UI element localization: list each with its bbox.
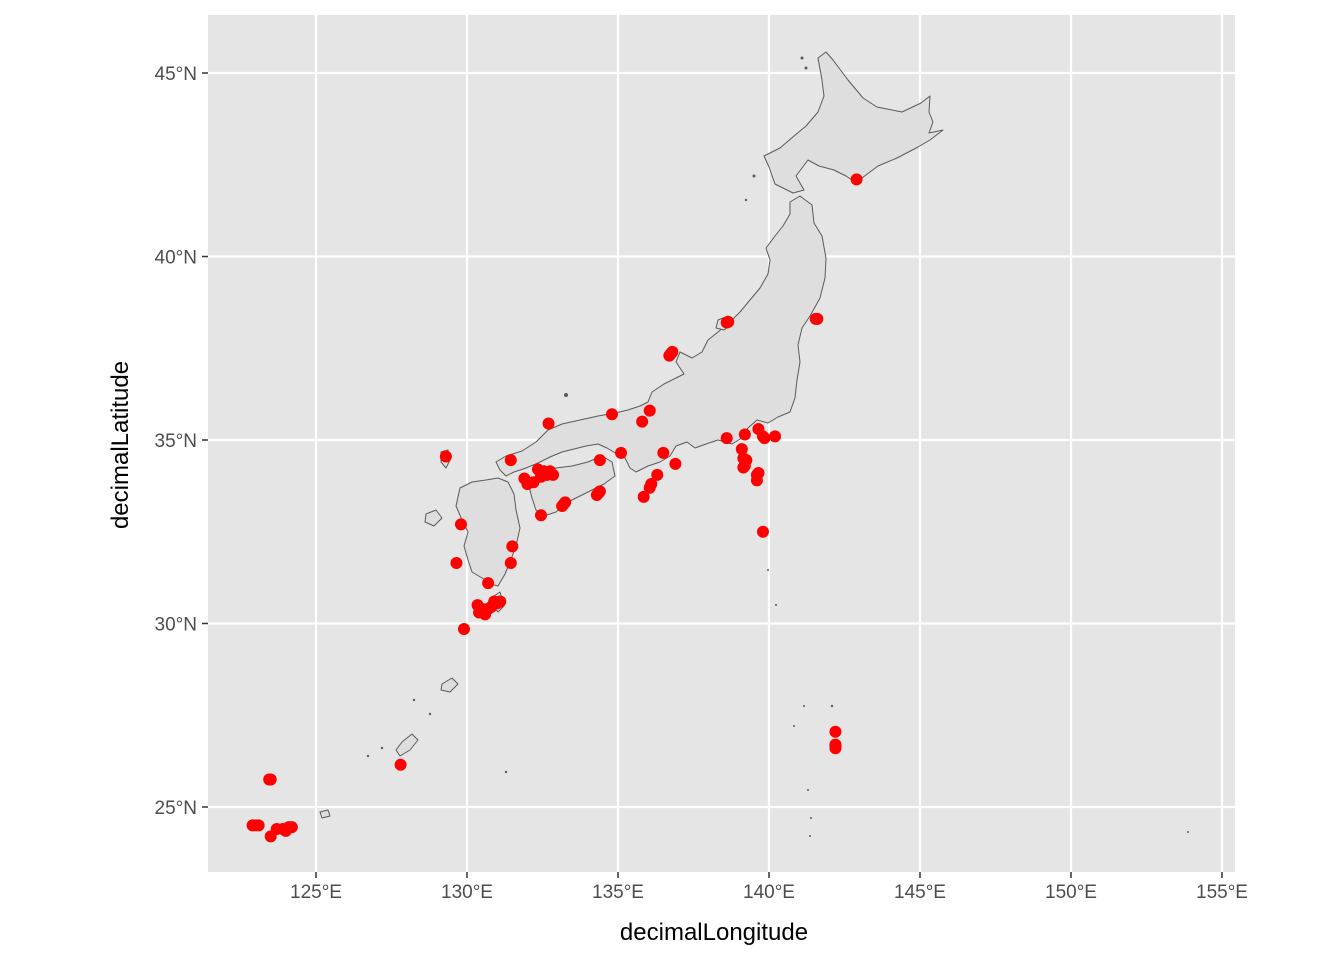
occurrence-point [482,577,495,590]
y-tick-label: 40°N [155,248,197,269]
occurrence-point [605,408,618,421]
x-axis-title: decimalLongitude [620,919,808,946]
occurrence-point [669,457,682,470]
occurrence-point [547,468,560,481]
occurrence-point [758,432,771,445]
occurrence-point [636,415,649,428]
occurrence-point [657,446,670,459]
occurrence-point [738,428,751,441]
occurrence-point [720,432,733,445]
x-tick-label: 140°E [743,882,795,903]
x-tick-label: 135°E [592,882,644,903]
occurrence-point [850,173,863,186]
occurrence-point [504,454,517,467]
occurrence-point [643,404,656,417]
y-tick-label: 30°N [155,615,197,636]
occurrence-point [534,509,547,522]
miyako-island [319,809,331,819]
occurrence-point [450,556,463,569]
occurrence-point [394,758,407,771]
occurrence-point [756,525,769,538]
x-tick-label: 125°E [290,882,342,903]
occurrence-points [246,173,863,843]
occurrence-point [593,454,606,467]
y-tick-label: 45°N [155,64,197,85]
y-tick-label: 35°N [155,431,197,452]
occurrence-point [829,740,842,753]
occurrence-point [722,315,735,328]
occurrence-point [477,604,490,617]
occurrence-point [643,481,656,494]
x-tick-label: 150°E [1045,882,1097,903]
y-tick-label: 25°N [155,798,197,819]
occurrence-point [829,725,842,738]
occurrence-point [439,450,452,463]
x-tick-label: 130°E [441,882,493,903]
occurrence-point [738,459,751,472]
occurrence-point [252,819,265,832]
y-axis: 25°N 30°N 35°N 40°N 45°N [155,64,208,819]
occurrence-point [506,540,519,553]
occurrence-point [504,556,517,569]
okinawa-island [395,733,419,757]
y-axis-title: decimalLatitude [107,361,134,529]
occurrence-point [494,595,507,608]
occurrence-point [769,430,782,443]
x-tick-label: 155°E [1196,882,1248,903]
occurrence-point [457,623,470,636]
occurrence-point [285,821,298,834]
occurrence-point [557,498,570,511]
occurrence-point [651,468,664,481]
amami-island [440,677,459,693]
plot-panel [208,15,1235,872]
occurrence-point [615,446,628,459]
goto-islands [424,509,443,527]
small-islets [366,56,1189,837]
occurrence-point [542,417,555,430]
occurrence-point [752,467,765,480]
x-tick-label: 145°E [894,882,946,903]
occurrence-point [454,518,467,531]
occurrence-point [809,312,822,325]
x-axis: 125°E 130°E 135°E 140°E 145°E 150°E 155°E [290,872,1248,903]
occurrence-point [664,347,677,360]
occurrence-point [735,443,748,456]
occurrence-point [593,485,606,498]
occurrence-point [263,773,276,786]
honshu-island [495,195,827,477]
kyushu-island [455,477,521,587]
occurrence-point [637,490,650,503]
